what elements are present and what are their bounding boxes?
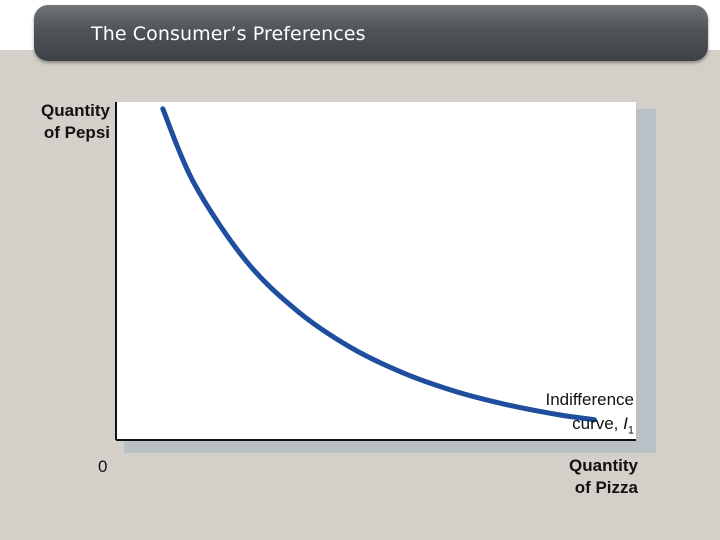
indifference-curve-line: [160, 106, 597, 423]
slide-title: The Consumer’s Preferences: [91, 23, 366, 45]
curve-label-prefix: curve,: [572, 414, 624, 433]
x-axis-label: Quantity of Pizza: [520, 455, 638, 499]
origin-label: 0: [98, 457, 108, 476]
curve-label: Indifference curve, I1: [504, 388, 634, 442]
y-axis-label-line-1: Quantity: [41, 101, 110, 120]
x-axis-label-line-1: Quantity: [569, 456, 638, 475]
y-axis-label: Quantity of Pepsi: [18, 100, 110, 144]
curve-label-line-2: curve, I1: [504, 412, 634, 442]
title-bar: The Consumer’s Preferences: [34, 5, 708, 61]
y-axis-label-line-2: of Pepsi: [43, 123, 110, 142]
curve-label-symbol: I: [623, 414, 628, 433]
plot-area: [116, 102, 636, 440]
curve-label-subscript: 1: [627, 424, 634, 437]
x-axis-label-line-2: of Pizza: [574, 478, 638, 497]
curve-label-line-1: Indifference: [545, 390, 634, 409]
